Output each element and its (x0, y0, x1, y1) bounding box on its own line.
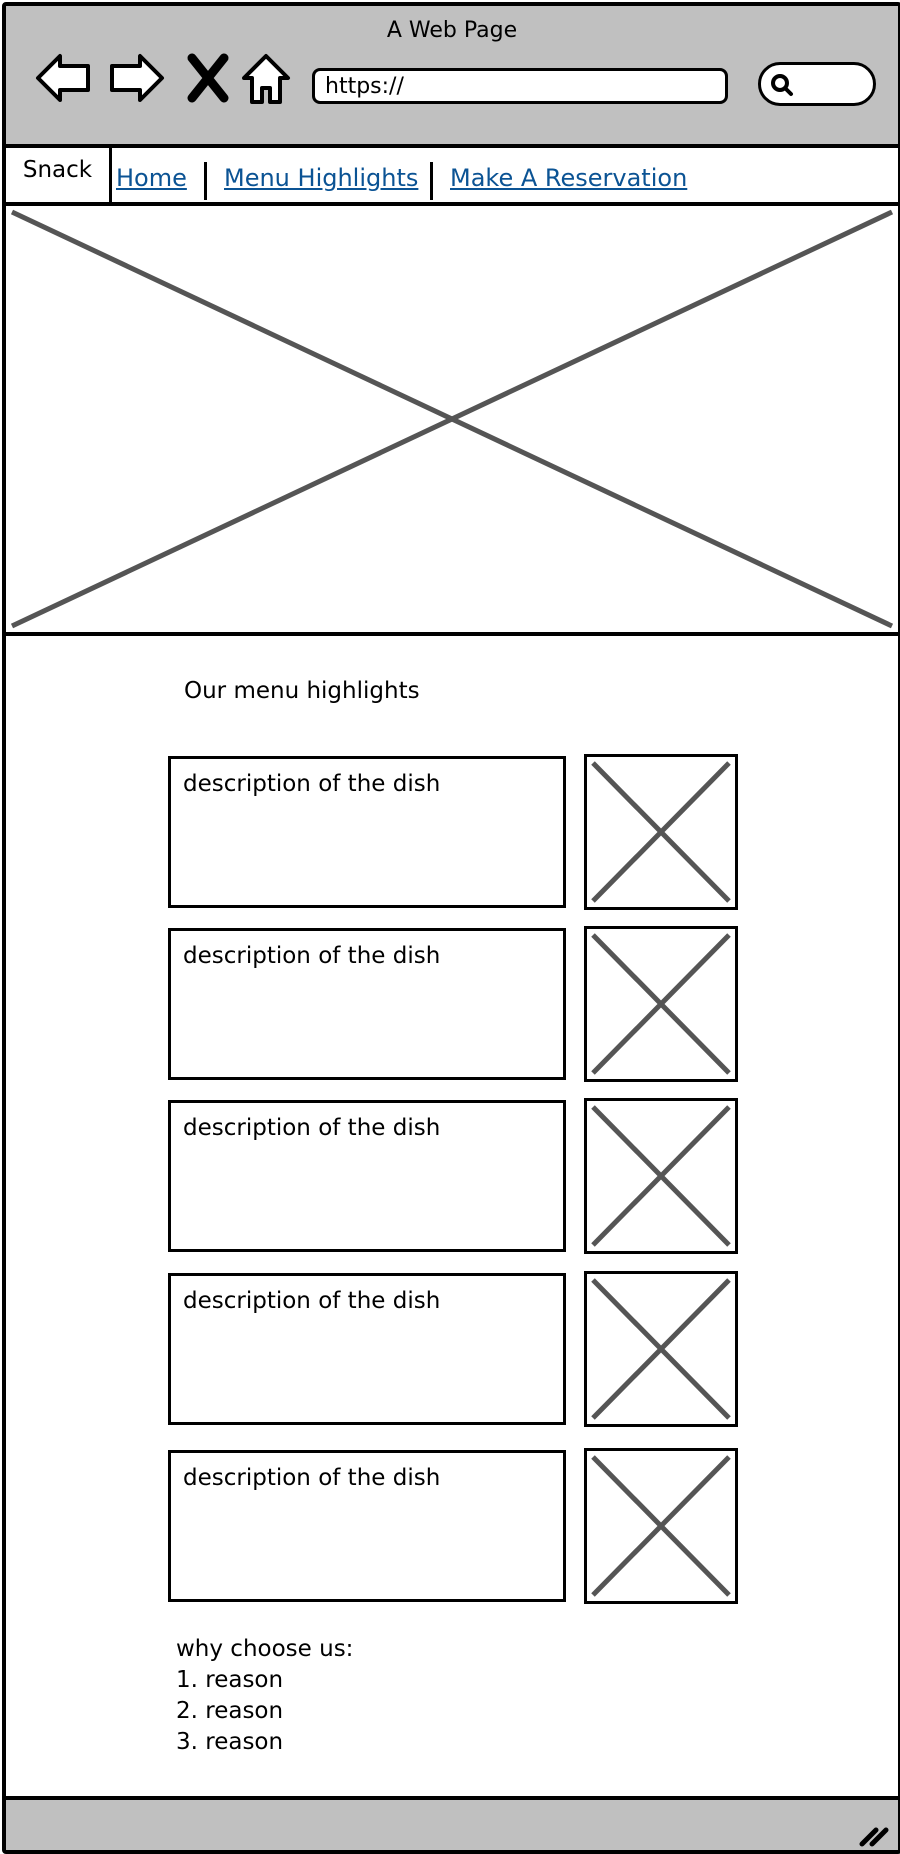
dish-description: description of the dish (168, 756, 566, 908)
image-placeholder-icon (591, 761, 731, 903)
nav-divider (204, 162, 207, 200)
site-nav: Snack Home Menu Highlights Make A Reserv… (6, 148, 898, 206)
nav-divider (430, 162, 433, 200)
home-button[interactable] (236, 48, 296, 108)
nav-link-menu-highlights[interactable]: Menu Highlights (224, 164, 419, 192)
stop-button[interactable] (178, 48, 238, 108)
image-placeholder-icon (591, 933, 731, 1075)
dish-image-placeholder (584, 926, 738, 1082)
dish-image-placeholder (584, 1098, 738, 1254)
dish-description: description of the dish (168, 928, 566, 1080)
status-bar (6, 1796, 898, 1850)
dish-description: description of the dish (168, 1273, 566, 1425)
reason-item: 2. reason (176, 1698, 284, 1724)
section-title: Our menu highlights (184, 678, 420, 704)
back-arrow-icon (36, 54, 90, 102)
dish-description: description of the dish (168, 1450, 566, 1602)
dish-image-placeholder (584, 1271, 738, 1427)
dish-description: description of the dish (168, 1100, 566, 1252)
image-placeholder-icon (591, 1105, 731, 1247)
close-x-icon (187, 53, 229, 103)
reason-item: 1. reason (176, 1667, 284, 1693)
browser-chrome: A Web Page (6, 6, 898, 148)
forward-arrow-icon (110, 54, 164, 102)
resize-grip-icon[interactable] (858, 1818, 892, 1848)
back-button[interactable] (34, 48, 94, 108)
url-input[interactable] (312, 68, 728, 104)
nav-link-make-a-reservation[interactable]: Make A Reservation (450, 164, 688, 192)
home-icon (242, 54, 290, 104)
why-choose-us-title: why choose us: (176, 1636, 354, 1662)
reason-item: 3. reason (176, 1729, 284, 1755)
image-placeholder-icon (10, 209, 894, 629)
hero-image-placeholder (6, 206, 898, 636)
dish-image-placeholder (584, 754, 738, 910)
window-title: A Web Page (386, 18, 518, 43)
image-placeholder-icon (591, 1278, 731, 1420)
image-placeholder-icon (591, 1455, 731, 1597)
tab-snack[interactable]: Snack (6, 148, 112, 202)
browser-search-box[interactable] (758, 62, 876, 106)
dish-image-placeholder (584, 1448, 738, 1604)
nav-link-home[interactable]: Home (116, 164, 187, 192)
forward-button[interactable] (106, 48, 166, 108)
why-choose-us: why choose us: 1. reason 2. reason 3. re… (176, 1634, 353, 1758)
search-icon (771, 74, 793, 96)
